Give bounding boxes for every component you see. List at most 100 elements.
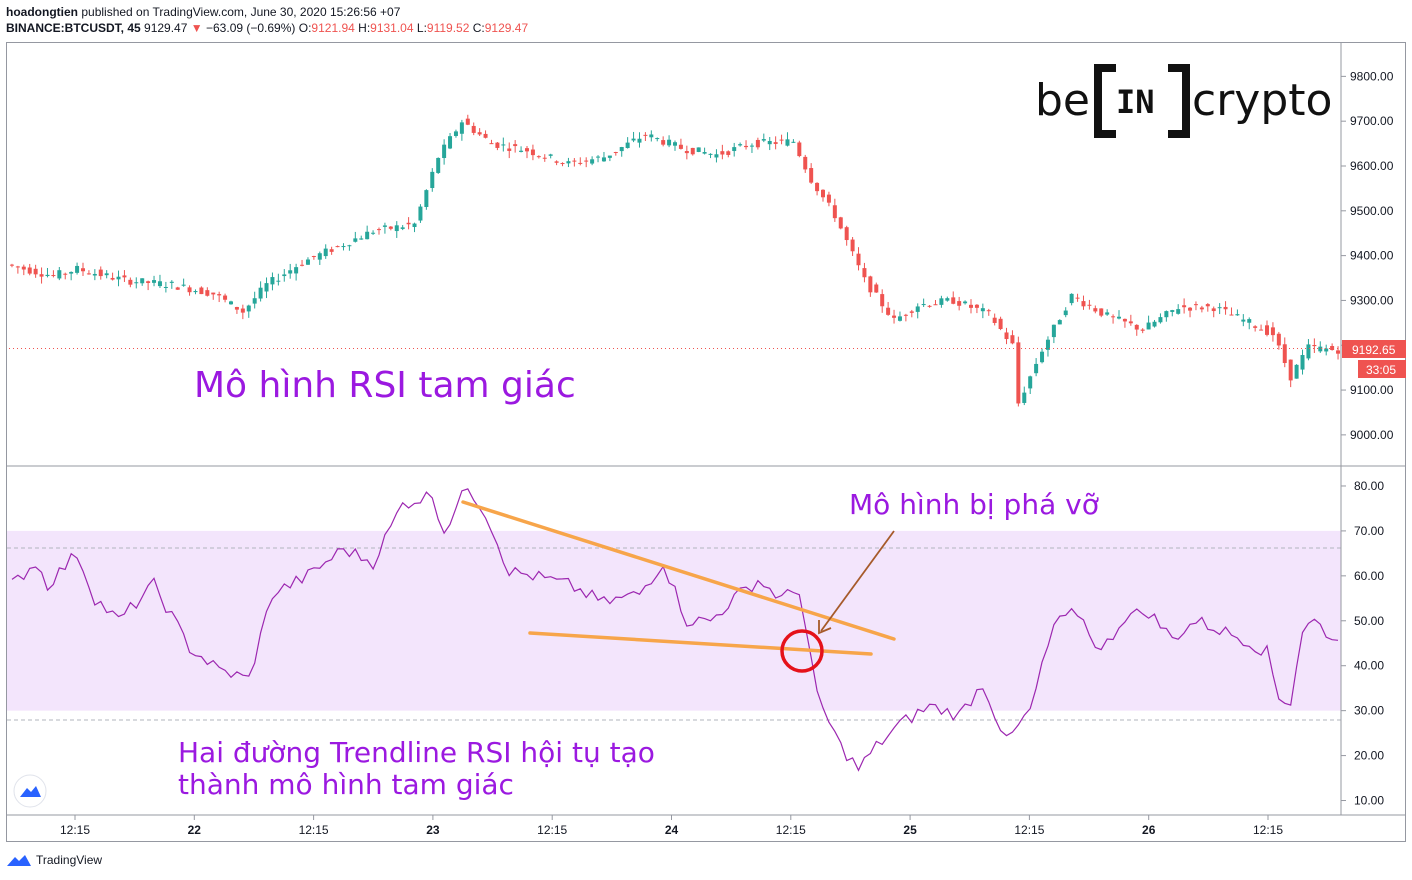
candle-body <box>229 301 233 305</box>
candle <box>459 119 464 141</box>
candle <box>963 300 968 305</box>
last-price-badge-text: 9192.65 <box>1352 343 1396 357</box>
candle <box>270 272 275 291</box>
candle-body <box>969 304 973 308</box>
candle <box>572 158 577 167</box>
open-value: 9121.94 <box>311 21 355 35</box>
candle-body <box>1259 329 1264 331</box>
candle-body <box>903 314 908 316</box>
candle-body <box>1265 325 1269 335</box>
candle-body <box>897 316 902 321</box>
candle <box>1140 328 1145 334</box>
candle-body <box>122 275 127 278</box>
candle-body <box>915 306 920 312</box>
candle <box>377 227 381 235</box>
publisher-name[interactable]: hoadongtien <box>6 5 78 19</box>
candle-body <box>1040 351 1045 363</box>
high-value: 9131.04 <box>370 21 414 35</box>
candle-body <box>459 122 464 134</box>
time-tick-label: 12:15 <box>299 823 329 837</box>
candle <box>1235 309 1240 316</box>
candle <box>720 144 725 160</box>
candle-body <box>1004 332 1009 340</box>
candle-body <box>110 277 115 280</box>
candle-body <box>631 138 636 141</box>
candle <box>86 270 91 275</box>
candle-body <box>779 139 784 141</box>
candle-body <box>353 238 358 242</box>
candle-body <box>193 291 198 293</box>
candle-body <box>258 287 263 299</box>
candle <box>1193 301 1198 311</box>
candle <box>1158 313 1163 324</box>
candle <box>933 300 938 306</box>
candle <box>465 114 470 126</box>
candle-body <box>21 266 26 270</box>
candle-body <box>832 205 837 219</box>
symbol-label[interactable]: BINANCE:BTCUSDT, 45 <box>6 21 141 35</box>
candle <box>661 136 666 147</box>
rsi-tick-label: 80.00 <box>1354 479 1384 493</box>
candle-body <box>57 270 62 279</box>
candle-body <box>1028 376 1033 389</box>
candle <box>832 198 837 222</box>
candle <box>1336 346 1341 360</box>
candle <box>21 264 26 276</box>
candle <box>276 273 281 286</box>
candle <box>1087 299 1092 310</box>
candle <box>51 270 56 278</box>
candle-body <box>963 301 968 304</box>
candle <box>371 230 376 235</box>
breakout-circle <box>780 629 824 673</box>
candle <box>1324 344 1329 356</box>
candle-body <box>234 306 239 310</box>
candle <box>353 231 358 243</box>
candle-body <box>815 182 820 192</box>
candle-body <box>199 287 204 295</box>
candle <box>323 244 328 259</box>
candle <box>1117 310 1121 320</box>
candle <box>1152 319 1157 328</box>
candle-body <box>294 267 299 274</box>
candle <box>335 245 340 248</box>
candle-body <box>673 142 677 146</box>
candle-body <box>1229 314 1234 316</box>
candle-body <box>613 152 618 154</box>
candle <box>1253 325 1258 332</box>
candle <box>347 244 352 251</box>
rsi-tick-label: 60.00 <box>1354 569 1384 583</box>
candle <box>767 136 772 151</box>
candle-body <box>513 144 518 147</box>
candle-body <box>371 232 376 234</box>
candle-body <box>1152 321 1157 327</box>
time-tick-label: 25 <box>903 823 917 837</box>
candle-body <box>720 151 725 155</box>
candle-body <box>1211 308 1216 312</box>
candle-body <box>548 154 553 156</box>
candle <box>744 140 749 150</box>
candle <box>187 285 192 296</box>
candle <box>530 144 535 161</box>
candle <box>1093 305 1098 314</box>
candle-body <box>726 151 731 155</box>
candle-body <box>465 118 470 125</box>
candle <box>495 141 500 151</box>
candle-body <box>874 284 879 293</box>
candle-body <box>803 156 808 170</box>
candle-body <box>98 269 103 277</box>
candle <box>110 272 115 281</box>
candle-body <box>1063 310 1068 316</box>
candle-body <box>767 140 772 145</box>
candle-body <box>578 162 583 164</box>
candle-body <box>957 301 962 306</box>
candle-body <box>696 147 701 152</box>
candle <box>152 275 157 287</box>
chart-frame[interactable] <box>6 42 1406 842</box>
last-price: 9129.47 <box>144 21 188 35</box>
footer[interactable]: TradingView <box>6 853 102 867</box>
price-tick-label: 9800.00 <box>1350 69 1394 83</box>
candle-body <box>1294 364 1299 379</box>
time-tick-label: 23 <box>426 823 440 837</box>
candle <box>1028 375 1033 394</box>
